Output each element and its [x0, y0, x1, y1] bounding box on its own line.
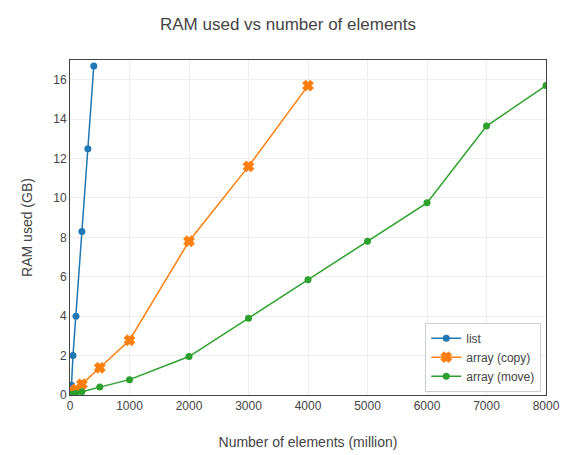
svg-text:4: 4 — [60, 309, 67, 323]
svg-text:8000: 8000 — [533, 399, 560, 413]
svg-text:14: 14 — [53, 112, 67, 126]
svg-text:RAM used (GB): RAM used (GB) — [19, 178, 35, 277]
svg-text:array (copy): array (copy) — [466, 351, 530, 365]
svg-text:1000: 1000 — [116, 399, 143, 413]
svg-text:16: 16 — [53, 73, 67, 87]
svg-text:0: 0 — [60, 388, 67, 402]
svg-text:RAM used vs number of elements: RAM used vs number of elements — [160, 15, 416, 34]
svg-text:10: 10 — [53, 191, 67, 205]
svg-text:array (move): array (move) — [466, 370, 534, 384]
svg-text:5000: 5000 — [354, 399, 381, 413]
svg-text:2: 2 — [60, 349, 67, 363]
svg-text:7000: 7000 — [473, 399, 500, 413]
svg-text:12: 12 — [53, 152, 67, 166]
svg-text:6000: 6000 — [414, 399, 441, 413]
svg-text:0: 0 — [67, 399, 74, 413]
svg-text:list: list — [466, 332, 481, 346]
svg-text:2000: 2000 — [176, 399, 203, 413]
svg-text:8: 8 — [60, 231, 67, 245]
svg-text:6: 6 — [60, 270, 67, 284]
svg-text:Number of elements (million): Number of elements (million) — [219, 434, 398, 450]
svg-text:4000: 4000 — [295, 399, 322, 413]
svg-text:3000: 3000 — [235, 399, 262, 413]
